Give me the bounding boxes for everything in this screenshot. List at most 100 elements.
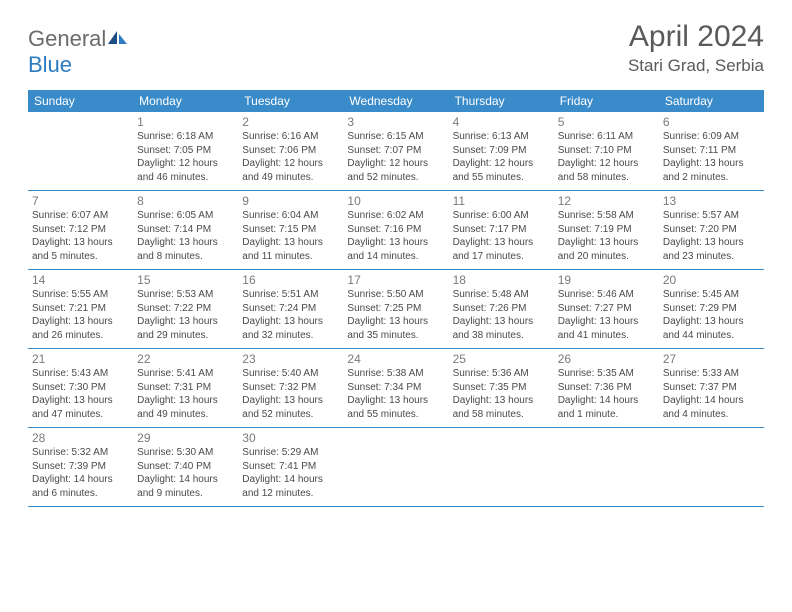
day-info: Sunrise: 5:51 AMSunset: 7:24 PMDaylight:… (242, 288, 339, 342)
day-info: Sunrise: 5:53 AMSunset: 7:22 PMDaylight:… (137, 288, 234, 342)
day-number: 6 (663, 115, 760, 129)
day-number: 8 (137, 194, 234, 208)
day-cell: 18Sunrise: 5:48 AMSunset: 7:26 PMDayligh… (449, 270, 554, 349)
day-cell: 20Sunrise: 5:45 AMSunset: 7:29 PMDayligh… (659, 270, 764, 349)
day-number: 9 (242, 194, 339, 208)
day-cell (554, 428, 659, 507)
day-info: Sunrise: 5:30 AMSunset: 7:40 PMDaylight:… (137, 446, 234, 500)
day-number: 4 (453, 115, 550, 129)
location-label: Stari Grad, Serbia (628, 56, 764, 76)
day-cell: 5Sunrise: 6:11 AMSunset: 7:10 PMDaylight… (554, 112, 659, 191)
day-info: Sunrise: 5:43 AMSunset: 7:30 PMDaylight:… (32, 367, 129, 421)
day-cell: 25Sunrise: 5:36 AMSunset: 7:35 PMDayligh… (449, 349, 554, 428)
day-number: 20 (663, 273, 760, 287)
dayhead-fri: Friday (554, 90, 659, 112)
day-cell: 26Sunrise: 5:35 AMSunset: 7:36 PMDayligh… (554, 349, 659, 428)
calendar-table: Sunday Monday Tuesday Wednesday Thursday… (28, 90, 764, 507)
day-info: Sunrise: 6:07 AMSunset: 7:12 PMDaylight:… (32, 209, 129, 263)
day-info: Sunrise: 5:29 AMSunset: 7:41 PMDaylight:… (242, 446, 339, 500)
brand-part2: Blue (28, 52, 72, 77)
day-cell: 13Sunrise: 5:57 AMSunset: 7:20 PMDayligh… (659, 191, 764, 270)
day-cell: 7Sunrise: 6:07 AMSunset: 7:12 PMDaylight… (28, 191, 133, 270)
day-info: Sunrise: 6:09 AMSunset: 7:11 PMDaylight:… (663, 130, 760, 184)
dayhead-thu: Thursday (449, 90, 554, 112)
dayhead-sat: Saturday (659, 90, 764, 112)
day-number: 7 (32, 194, 129, 208)
day-number: 27 (663, 352, 760, 366)
day-cell: 14Sunrise: 5:55 AMSunset: 7:21 PMDayligh… (28, 270, 133, 349)
day-number: 16 (242, 273, 339, 287)
day-cell: 15Sunrise: 5:53 AMSunset: 7:22 PMDayligh… (133, 270, 238, 349)
day-cell: 6Sunrise: 6:09 AMSunset: 7:11 PMDaylight… (659, 112, 764, 191)
day-info: Sunrise: 6:05 AMSunset: 7:14 PMDaylight:… (137, 209, 234, 263)
day-info: Sunrise: 6:15 AMSunset: 7:07 PMDaylight:… (347, 130, 444, 184)
day-cell: 21Sunrise: 5:43 AMSunset: 7:30 PMDayligh… (28, 349, 133, 428)
day-cell: 30Sunrise: 5:29 AMSunset: 7:41 PMDayligh… (238, 428, 343, 507)
day-number: 12 (558, 194, 655, 208)
day-cell: 27Sunrise: 5:33 AMSunset: 7:37 PMDayligh… (659, 349, 764, 428)
brand-logo: General Blue (28, 26, 128, 78)
month-title: April 2024 (628, 20, 764, 54)
day-info: Sunrise: 5:48 AMSunset: 7:26 PMDaylight:… (453, 288, 550, 342)
day-cell: 8Sunrise: 6:05 AMSunset: 7:14 PMDaylight… (133, 191, 238, 270)
day-cell (449, 428, 554, 507)
day-cell: 23Sunrise: 5:40 AMSunset: 7:32 PMDayligh… (238, 349, 343, 428)
day-cell: 4Sunrise: 6:13 AMSunset: 7:09 PMDaylight… (449, 112, 554, 191)
day-number: 11 (453, 194, 550, 208)
day-info: Sunrise: 6:02 AMSunset: 7:16 PMDaylight:… (347, 209, 444, 263)
day-number: 25 (453, 352, 550, 366)
day-cell (28, 112, 133, 191)
day-info: Sunrise: 5:45 AMSunset: 7:29 PMDaylight:… (663, 288, 760, 342)
calendar-page: General Blue April 2024 Stari Grad, Serb… (0, 0, 792, 527)
day-number: 21 (32, 352, 129, 366)
day-info: Sunrise: 5:38 AMSunset: 7:34 PMDaylight:… (347, 367, 444, 421)
day-info: Sunrise: 5:46 AMSunset: 7:27 PMDaylight:… (558, 288, 655, 342)
day-number: 18 (453, 273, 550, 287)
day-info: Sunrise: 5:50 AMSunset: 7:25 PMDaylight:… (347, 288, 444, 342)
day-info: Sunrise: 6:13 AMSunset: 7:09 PMDaylight:… (453, 130, 550, 184)
day-cell: 3Sunrise: 6:15 AMSunset: 7:07 PMDaylight… (343, 112, 448, 191)
day-info: Sunrise: 5:55 AMSunset: 7:21 PMDaylight:… (32, 288, 129, 342)
day-number: 29 (137, 431, 234, 445)
day-number: 5 (558, 115, 655, 129)
day-number: 17 (347, 273, 444, 287)
day-number: 22 (137, 352, 234, 366)
day-cell (343, 428, 448, 507)
title-block: April 2024 Stari Grad, Serbia (628, 20, 764, 76)
day-info: Sunrise: 6:04 AMSunset: 7:15 PMDaylight:… (242, 209, 339, 263)
week-row: 21Sunrise: 5:43 AMSunset: 7:30 PMDayligh… (28, 349, 764, 428)
day-cell: 28Sunrise: 5:32 AMSunset: 7:39 PMDayligh… (28, 428, 133, 507)
day-cell: 29Sunrise: 5:30 AMSunset: 7:40 PMDayligh… (133, 428, 238, 507)
day-number: 3 (347, 115, 444, 129)
day-cell: 10Sunrise: 6:02 AMSunset: 7:16 PMDayligh… (343, 191, 448, 270)
day-number: 19 (558, 273, 655, 287)
day-info: Sunrise: 6:11 AMSunset: 7:10 PMDaylight:… (558, 130, 655, 184)
day-info: Sunrise: 5:58 AMSunset: 7:19 PMDaylight:… (558, 209, 655, 263)
day-info: Sunrise: 5:41 AMSunset: 7:31 PMDaylight:… (137, 367, 234, 421)
day-cell: 11Sunrise: 6:00 AMSunset: 7:17 PMDayligh… (449, 191, 554, 270)
day-info: Sunrise: 6:16 AMSunset: 7:06 PMDaylight:… (242, 130, 339, 184)
week-row: 28Sunrise: 5:32 AMSunset: 7:39 PMDayligh… (28, 428, 764, 507)
week-row: 1Sunrise: 6:18 AMSunset: 7:05 PMDaylight… (28, 112, 764, 191)
day-cell: 19Sunrise: 5:46 AMSunset: 7:27 PMDayligh… (554, 270, 659, 349)
day-info: Sunrise: 6:18 AMSunset: 7:05 PMDaylight:… (137, 130, 234, 184)
week-row: 14Sunrise: 5:55 AMSunset: 7:21 PMDayligh… (28, 270, 764, 349)
day-number: 14 (32, 273, 129, 287)
day-info: Sunrise: 5:32 AMSunset: 7:39 PMDaylight:… (32, 446, 129, 500)
day-info: Sunrise: 6:00 AMSunset: 7:17 PMDaylight:… (453, 209, 550, 263)
brand-part1: General (28, 26, 106, 51)
day-info: Sunrise: 5:36 AMSunset: 7:35 PMDaylight:… (453, 367, 550, 421)
day-number: 2 (242, 115, 339, 129)
week-row: 7Sunrise: 6:07 AMSunset: 7:12 PMDaylight… (28, 191, 764, 270)
day-cell: 22Sunrise: 5:41 AMSunset: 7:31 PMDayligh… (133, 349, 238, 428)
day-number: 10 (347, 194, 444, 208)
day-cell: 9Sunrise: 6:04 AMSunset: 7:15 PMDaylight… (238, 191, 343, 270)
logo-sail-icon (108, 30, 128, 51)
day-header-row: Sunday Monday Tuesday Wednesday Thursday… (28, 90, 764, 112)
dayhead-tue: Tuesday (238, 90, 343, 112)
day-info: Sunrise: 5:40 AMSunset: 7:32 PMDaylight:… (242, 367, 339, 421)
day-number: 24 (347, 352, 444, 366)
day-number: 13 (663, 194, 760, 208)
dayhead-wed: Wednesday (343, 90, 448, 112)
day-number: 15 (137, 273, 234, 287)
